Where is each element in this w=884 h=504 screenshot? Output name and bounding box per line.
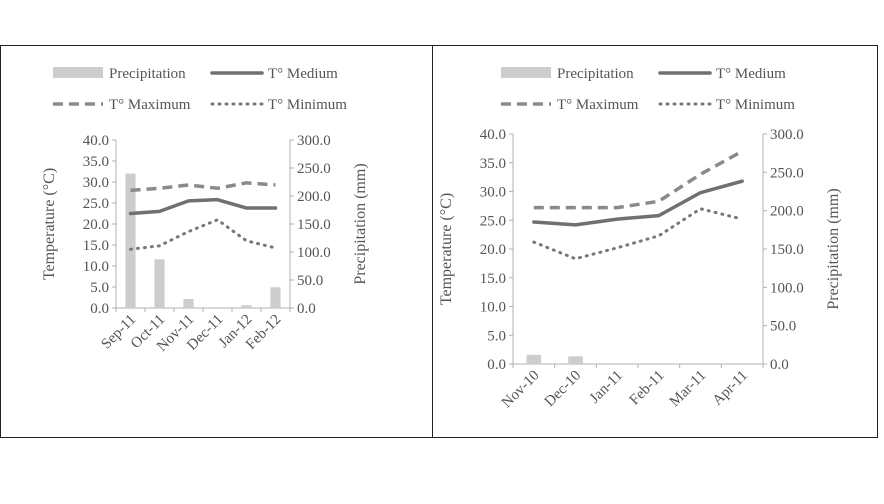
y-axis-title: Temperature (°C) (41, 168, 58, 280)
right-tick-label: 150.0 (297, 217, 331, 233)
y-axis-title: Temperature (°C) (438, 193, 455, 305)
precipitation-bar (154, 259, 165, 308)
legend-label-precipitation: Precipitation (109, 66, 186, 82)
minimum-temperature-line (532, 207, 744, 261)
left-tick-label: 40.0 (480, 127, 506, 143)
left-tick-label: 30.0 (83, 175, 109, 191)
right-tick-label: 200.0 (297, 189, 331, 205)
legend-label-medium: T° Medium (716, 66, 786, 82)
left-tick-label: 30.0 (480, 185, 506, 201)
legend-label-minimum: T° Minimum (268, 97, 347, 113)
minimum-temperature-line (129, 218, 277, 251)
legend-label-medium: T° Medium (268, 66, 338, 82)
right-tick-label: 0.0 (297, 301, 316, 317)
legend-swatch-precipitation (53, 67, 103, 78)
legend-label-maximum: T° Maximum (109, 97, 191, 113)
right-tick-label: 0.0 (770, 357, 789, 373)
chart-panel-right: 0.0 5.0 10.0 15.0 20.0 25.0 30.0 35.0 40.0 0.0 50.… (432, 45, 878, 438)
precipitation-bar (183, 299, 194, 308)
right-tick-label: 300.0 (297, 133, 331, 149)
left-tick-label: 15.0 (83, 238, 109, 254)
legend-label-maximum: T° Maximum (557, 97, 639, 113)
right-tick-label: 150.0 (770, 242, 804, 258)
right-tick-label: 50.0 (297, 273, 323, 289)
left-tick-label: 5.0 (487, 328, 506, 344)
left-tick-label: 5.0 (90, 280, 109, 296)
legend-label-minimum: T° Minimum (716, 97, 795, 113)
right-tick-label: 200.0 (770, 204, 804, 220)
legend-label-precipitation: Precipitation (557, 66, 634, 82)
left-tick-label: 15.0 (480, 271, 506, 287)
left-tick-label: 25.0 (83, 196, 109, 212)
right-tick-label: 300.0 (770, 127, 804, 143)
left-tick-label: 25.0 (480, 213, 506, 229)
legend-swatch-precipitation (501, 67, 551, 78)
left-tick-label: 35.0 (83, 154, 109, 170)
right-tick-label: 100.0 (770, 280, 804, 296)
medium-temperature-line (532, 179, 744, 227)
y2-axis-title: Precipitation (mm) (352, 163, 369, 284)
precipitation-bar (125, 173, 136, 308)
left-tick-label: 20.0 (480, 242, 506, 258)
left-tick-label: 0.0 (90, 301, 109, 317)
chart-panel-left: 0.0 5.0 10.0 15.0 20.0 25.0 30.0 35.0 40.0 0.0 50.… (0, 45, 433, 438)
panel-frame (432, 45, 878, 438)
panel-frame (0, 45, 433, 438)
right-tick-label: 100.0 (297, 245, 331, 261)
left-tick-label: 10.0 (83, 259, 109, 275)
left-tick-label: 0.0 (487, 357, 506, 373)
precipitation-bar (526, 354, 542, 364)
left-tick-label: 40.0 (83, 133, 109, 149)
right-tick-label: 50.0 (770, 319, 796, 335)
precipitation-bar (270, 287, 281, 308)
left-tick-label: 10.0 (480, 300, 506, 316)
precipitation-bar (568, 356, 583, 364)
maximum-temperature-line (130, 181, 276, 193)
medium-temperature-line (128, 197, 278, 216)
right-tick-label: 250.0 (297, 161, 331, 177)
maximum-temperature-line (533, 149, 744, 210)
left-tick-label: 35.0 (480, 156, 506, 172)
y2-axis-title: Precipitation (mm) (825, 188, 842, 309)
right-tick-label: 250.0 (770, 165, 804, 181)
precipitation-bar (241, 305, 252, 308)
left-tick-label: 20.0 (83, 217, 109, 233)
